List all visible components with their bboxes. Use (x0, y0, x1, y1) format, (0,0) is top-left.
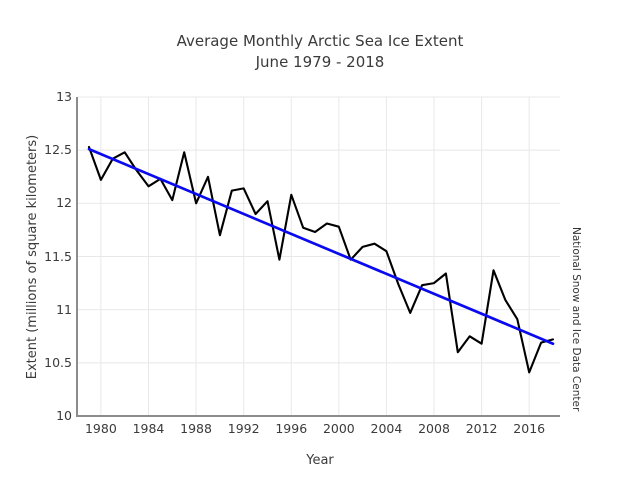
x-tick-label-2012: 2012 (465, 421, 498, 436)
x-tick-label-2008: 2008 (418, 421, 450, 436)
y-tick-label-10.5: 10.5 (44, 354, 72, 370)
x-axis-title: Year (306, 453, 334, 468)
y-tick-label-12: 12 (56, 195, 72, 211)
y-tick-label-11.5: 11.5 (44, 248, 72, 264)
x-tick-label-2000: 2000 (322, 421, 355, 436)
chart-title-line1: Average Monthly Arctic Sea Ice Extent (176, 32, 464, 50)
y-tick-label-10: 10 (56, 408, 72, 423)
x-tick-label-2016: 2016 (513, 421, 546, 436)
extent-data-line (87, 145, 555, 374)
x-tick-label-1980: 1980 (84, 421, 117, 436)
x-tick-label-1988: 1988 (180, 421, 212, 436)
y-tick-label-13: 13 (56, 89, 72, 104)
x-tick-label-1996: 1996 (275, 421, 308, 436)
x-tick-label-1984: 1984 (132, 421, 165, 436)
x-tick-label-1992: 1992 (227, 421, 260, 436)
chart-title-line2: June 1979 - 2018 (255, 53, 385, 71)
x-tick-label-2004: 2004 (370, 421, 403, 436)
y-tick-label-12.5: 12.5 (44, 142, 72, 158)
trend-line (87, 147, 555, 346)
chart-title: Average Monthly Arctic Sea Ice Extent Ju… (0, 31, 640, 73)
data-source-credit: National Snow and Ice Data Center (570, 227, 582, 412)
y-tick-label-11: 11 (56, 301, 72, 317)
